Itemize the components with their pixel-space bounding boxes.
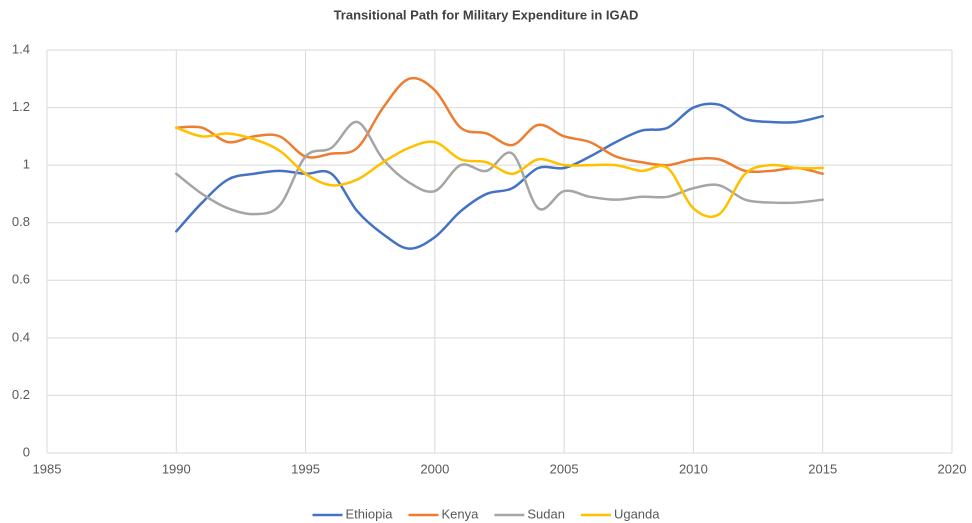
- x-tick-label: 1995: [291, 461, 320, 476]
- series-line: [175, 120, 824, 216]
- x-tick-label: 2000: [420, 461, 449, 476]
- series-line: [175, 102, 824, 250]
- y-tick-label: 1.2: [12, 99, 30, 114]
- x-tick-label: 1990: [162, 461, 191, 476]
- y-tick-label: 0.6: [12, 272, 30, 287]
- y-tick-label: 0.8: [12, 214, 30, 229]
- y-tick-label: 0.2: [12, 387, 30, 402]
- y-tick-label: 1: [23, 157, 30, 172]
- x-tick-label: 1985: [33, 461, 62, 476]
- legend-label: Ethiopia: [346, 506, 394, 521]
- y-tick-label: 0.4: [12, 329, 30, 344]
- legend-label: Uganda: [614, 506, 660, 521]
- series-line: [175, 76, 824, 176]
- series-line: [175, 126, 824, 219]
- legend-label: Sudan: [527, 506, 565, 521]
- x-tick-label: 2015: [808, 461, 837, 476]
- x-tick-label: 2010: [679, 461, 708, 476]
- y-tick-label: 0: [23, 444, 30, 459]
- chart-title: Transitional Path for Military Expenditu…: [334, 7, 639, 22]
- x-tick-label: 2005: [550, 461, 579, 476]
- y-tick-label: 1.4: [12, 41, 30, 56]
- legend-label: Kenya: [441, 506, 479, 521]
- x-tick-label: 2020: [938, 461, 967, 476]
